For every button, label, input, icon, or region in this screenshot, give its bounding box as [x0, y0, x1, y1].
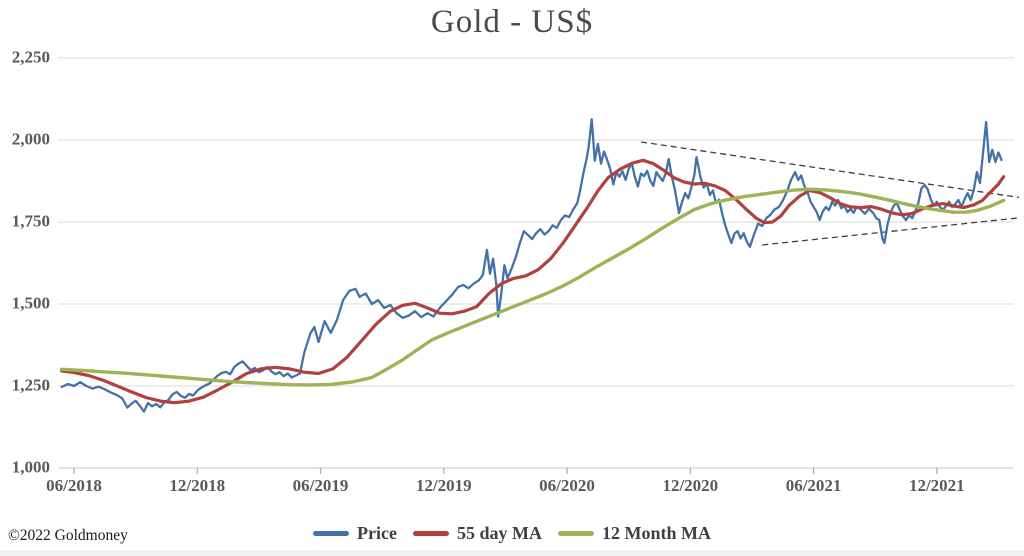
- x-axis-label-06-2021: 06/2021: [785, 476, 842, 495]
- y-axis-label-2000: 2,000: [11, 129, 50, 149]
- ma12-line-swatch-icon: [557, 531, 594, 536]
- bottom-edge-strip: [0, 550, 1024, 556]
- x-axis-label-06-2020: 06/2020: [539, 476, 595, 495]
- legend-label-price: Price: [357, 523, 397, 543]
- legend-item-price: Price: [313, 523, 397, 544]
- y-axis-label-1250: 1,250: [11, 375, 50, 395]
- ma55-line-swatch-icon: [412, 531, 449, 536]
- legend: Price 55 day MA 12 Month MA: [0, 523, 1024, 544]
- x-axis-label-06-2018: 06/2018: [46, 476, 102, 495]
- 12-month-ma-line: [60, 187, 1006, 387]
- x-axis-label-12-2018: 12/2018: [169, 476, 226, 495]
- x-axis-label-12-2021: 12/2021: [908, 476, 965, 495]
- 55-day-ma-line: [60, 158, 1006, 405]
- price-line-swatch-icon: [313, 531, 350, 536]
- copyright-note: ©2022 Goldmoney: [8, 527, 128, 544]
- price-line: [60, 118, 1003, 413]
- upper-resistance-trendline: [640, 141, 1020, 199]
- legend-label-ma55: 55 day MA: [456, 523, 542, 543]
- x-axis-label-12-2020: 12/2020: [662, 476, 719, 495]
- legend-label-ma12: 12 Month MA: [601, 523, 711, 543]
- legend-item-ma12: 12 Month MA: [557, 523, 711, 544]
- x-axis-label-12-2019: 12/2019: [415, 476, 472, 495]
- lower-support-trendline: [762, 217, 1018, 246]
- y-axis-label-1000: 1,000: [11, 457, 50, 477]
- y-axis-label-2250: 2,250: [11, 47, 50, 67]
- legend-item-ma55: 55 day MA: [412, 523, 542, 544]
- y-axis-label-1750: 1,750: [11, 211, 50, 231]
- y-axis-label-1500: 1,500: [11, 293, 50, 313]
- x-axis-label-06-2019: 06/2019: [292, 476, 349, 495]
- chart-title: Gold - US$: [430, 4, 594, 40]
